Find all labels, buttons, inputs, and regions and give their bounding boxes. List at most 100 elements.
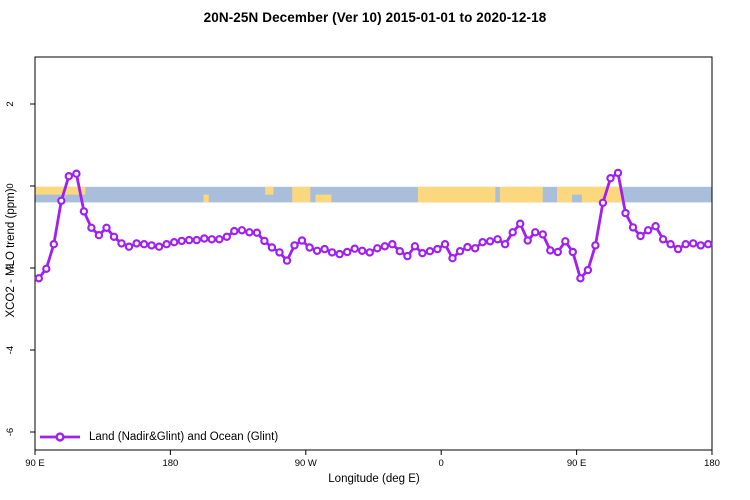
data-point — [696, 241, 705, 250]
data-point — [388, 239, 397, 249]
data-point — [237, 226, 247, 235]
data-point — [689, 239, 698, 248]
legend-marker-icon — [40, 432, 80, 442]
data-point — [523, 236, 532, 245]
data-point — [109, 232, 119, 241]
y-axis-label: XCO2 - MLO trend (ppm) — [5, 188, 17, 318]
data-point — [403, 251, 412, 261]
data-point — [673, 244, 683, 254]
data-point — [455, 246, 465, 256]
data-point — [200, 234, 209, 243]
y-tick-label: -2 — [5, 264, 16, 272]
data-point — [215, 235, 224, 244]
data-point — [463, 242, 472, 252]
x-tick-label: 90 E — [567, 458, 587, 469]
x-axis-label: Longitude (deg E) — [328, 473, 420, 485]
data-point — [598, 198, 608, 207]
x-tick-label: 90 W — [295, 458, 317, 469]
data-point — [410, 242, 420, 251]
data-point — [440, 239, 450, 249]
data-point — [418, 248, 427, 258]
data-point — [147, 241, 156, 250]
land-segment — [499, 186, 543, 203]
data-point — [245, 228, 254, 237]
data-point — [433, 244, 442, 254]
data-point — [568, 247, 578, 257]
ocean-segment — [572, 194, 582, 203]
data-point — [448, 254, 457, 263]
data-point — [87, 223, 96, 232]
data-point — [681, 239, 690, 249]
data-point — [132, 239, 141, 248]
data-point — [493, 235, 502, 244]
data-point — [508, 228, 517, 237]
data-point — [576, 274, 585, 283]
data-point — [613, 168, 623, 178]
data-point — [192, 235, 201, 245]
data-point — [184, 235, 194, 245]
data-point — [335, 249, 344, 259]
data-point — [49, 239, 59, 249]
data-point — [297, 236, 307, 245]
legend-label: Land (Nadir&Glint) and Ocean (Glint) — [89, 431, 279, 443]
data-point — [72, 169, 81, 178]
data-point — [162, 239, 171, 249]
legend: Land (Nadir&Glint) and Ocean (Glint) — [38, 429, 278, 445]
data-point — [666, 239, 675, 249]
data-point — [658, 235, 668, 244]
land-segment — [417, 186, 496, 203]
y-tick-label: -6 — [5, 428, 16, 436]
data-point — [531, 228, 540, 237]
data-point — [305, 243, 314, 252]
data-point — [139, 239, 149, 249]
data-point — [425, 246, 435, 256]
data-point — [485, 237, 495, 246]
y-tick-label: -4 — [5, 346, 16, 354]
data-point — [643, 226, 653, 235]
data-point — [553, 247, 563, 257]
data-point — [34, 274, 44, 283]
data-point — [636, 231, 645, 241]
data-point — [651, 221, 660, 231]
data-point — [546, 246, 555, 255]
data-point — [177, 236, 186, 246]
land-segment — [315, 194, 332, 203]
data-point — [169, 237, 179, 247]
data-point — [343, 247, 352, 257]
data-point — [628, 223, 638, 232]
data-point — [704, 239, 713, 249]
data-point — [64, 171, 74, 181]
data-point — [320, 244, 329, 254]
data-point — [102, 223, 111, 232]
data-point — [282, 256, 292, 265]
map-band — [35, 186, 712, 203]
data-point — [57, 196, 66, 205]
chart-title: 20N-25N December (Ver 10) 2015-01-01 to … — [203, 10, 547, 25]
data-series — [34, 168, 713, 283]
x-tick-label: 0 — [439, 458, 444, 469]
data-point — [94, 230, 104, 240]
y-tick-label: 0 — [5, 183, 16, 188]
data-point — [312, 246, 322, 255]
land-segment — [292, 186, 311, 203]
data-point — [358, 246, 367, 255]
data-point — [373, 244, 382, 253]
data-point — [117, 239, 126, 248]
data-point — [470, 244, 480, 253]
land-segment — [557, 186, 623, 203]
data-point — [207, 235, 216, 244]
data-point — [230, 226, 239, 236]
data-point — [275, 248, 284, 257]
data-point — [500, 239, 510, 249]
axes: 90 E 180 90 W 0 90 E 180 2 0 -2 -4 -6 — [5, 56, 720, 469]
data-point — [621, 208, 630, 218]
x-tick-label: 90 E — [25, 458, 45, 469]
data-point — [79, 207, 89, 216]
data-point — [327, 248, 337, 257]
data-point — [260, 236, 269, 246]
data-point — [591, 241, 600, 250]
data-point — [154, 242, 164, 251]
data-point — [538, 230, 548, 239]
data-point — [290, 241, 299, 250]
